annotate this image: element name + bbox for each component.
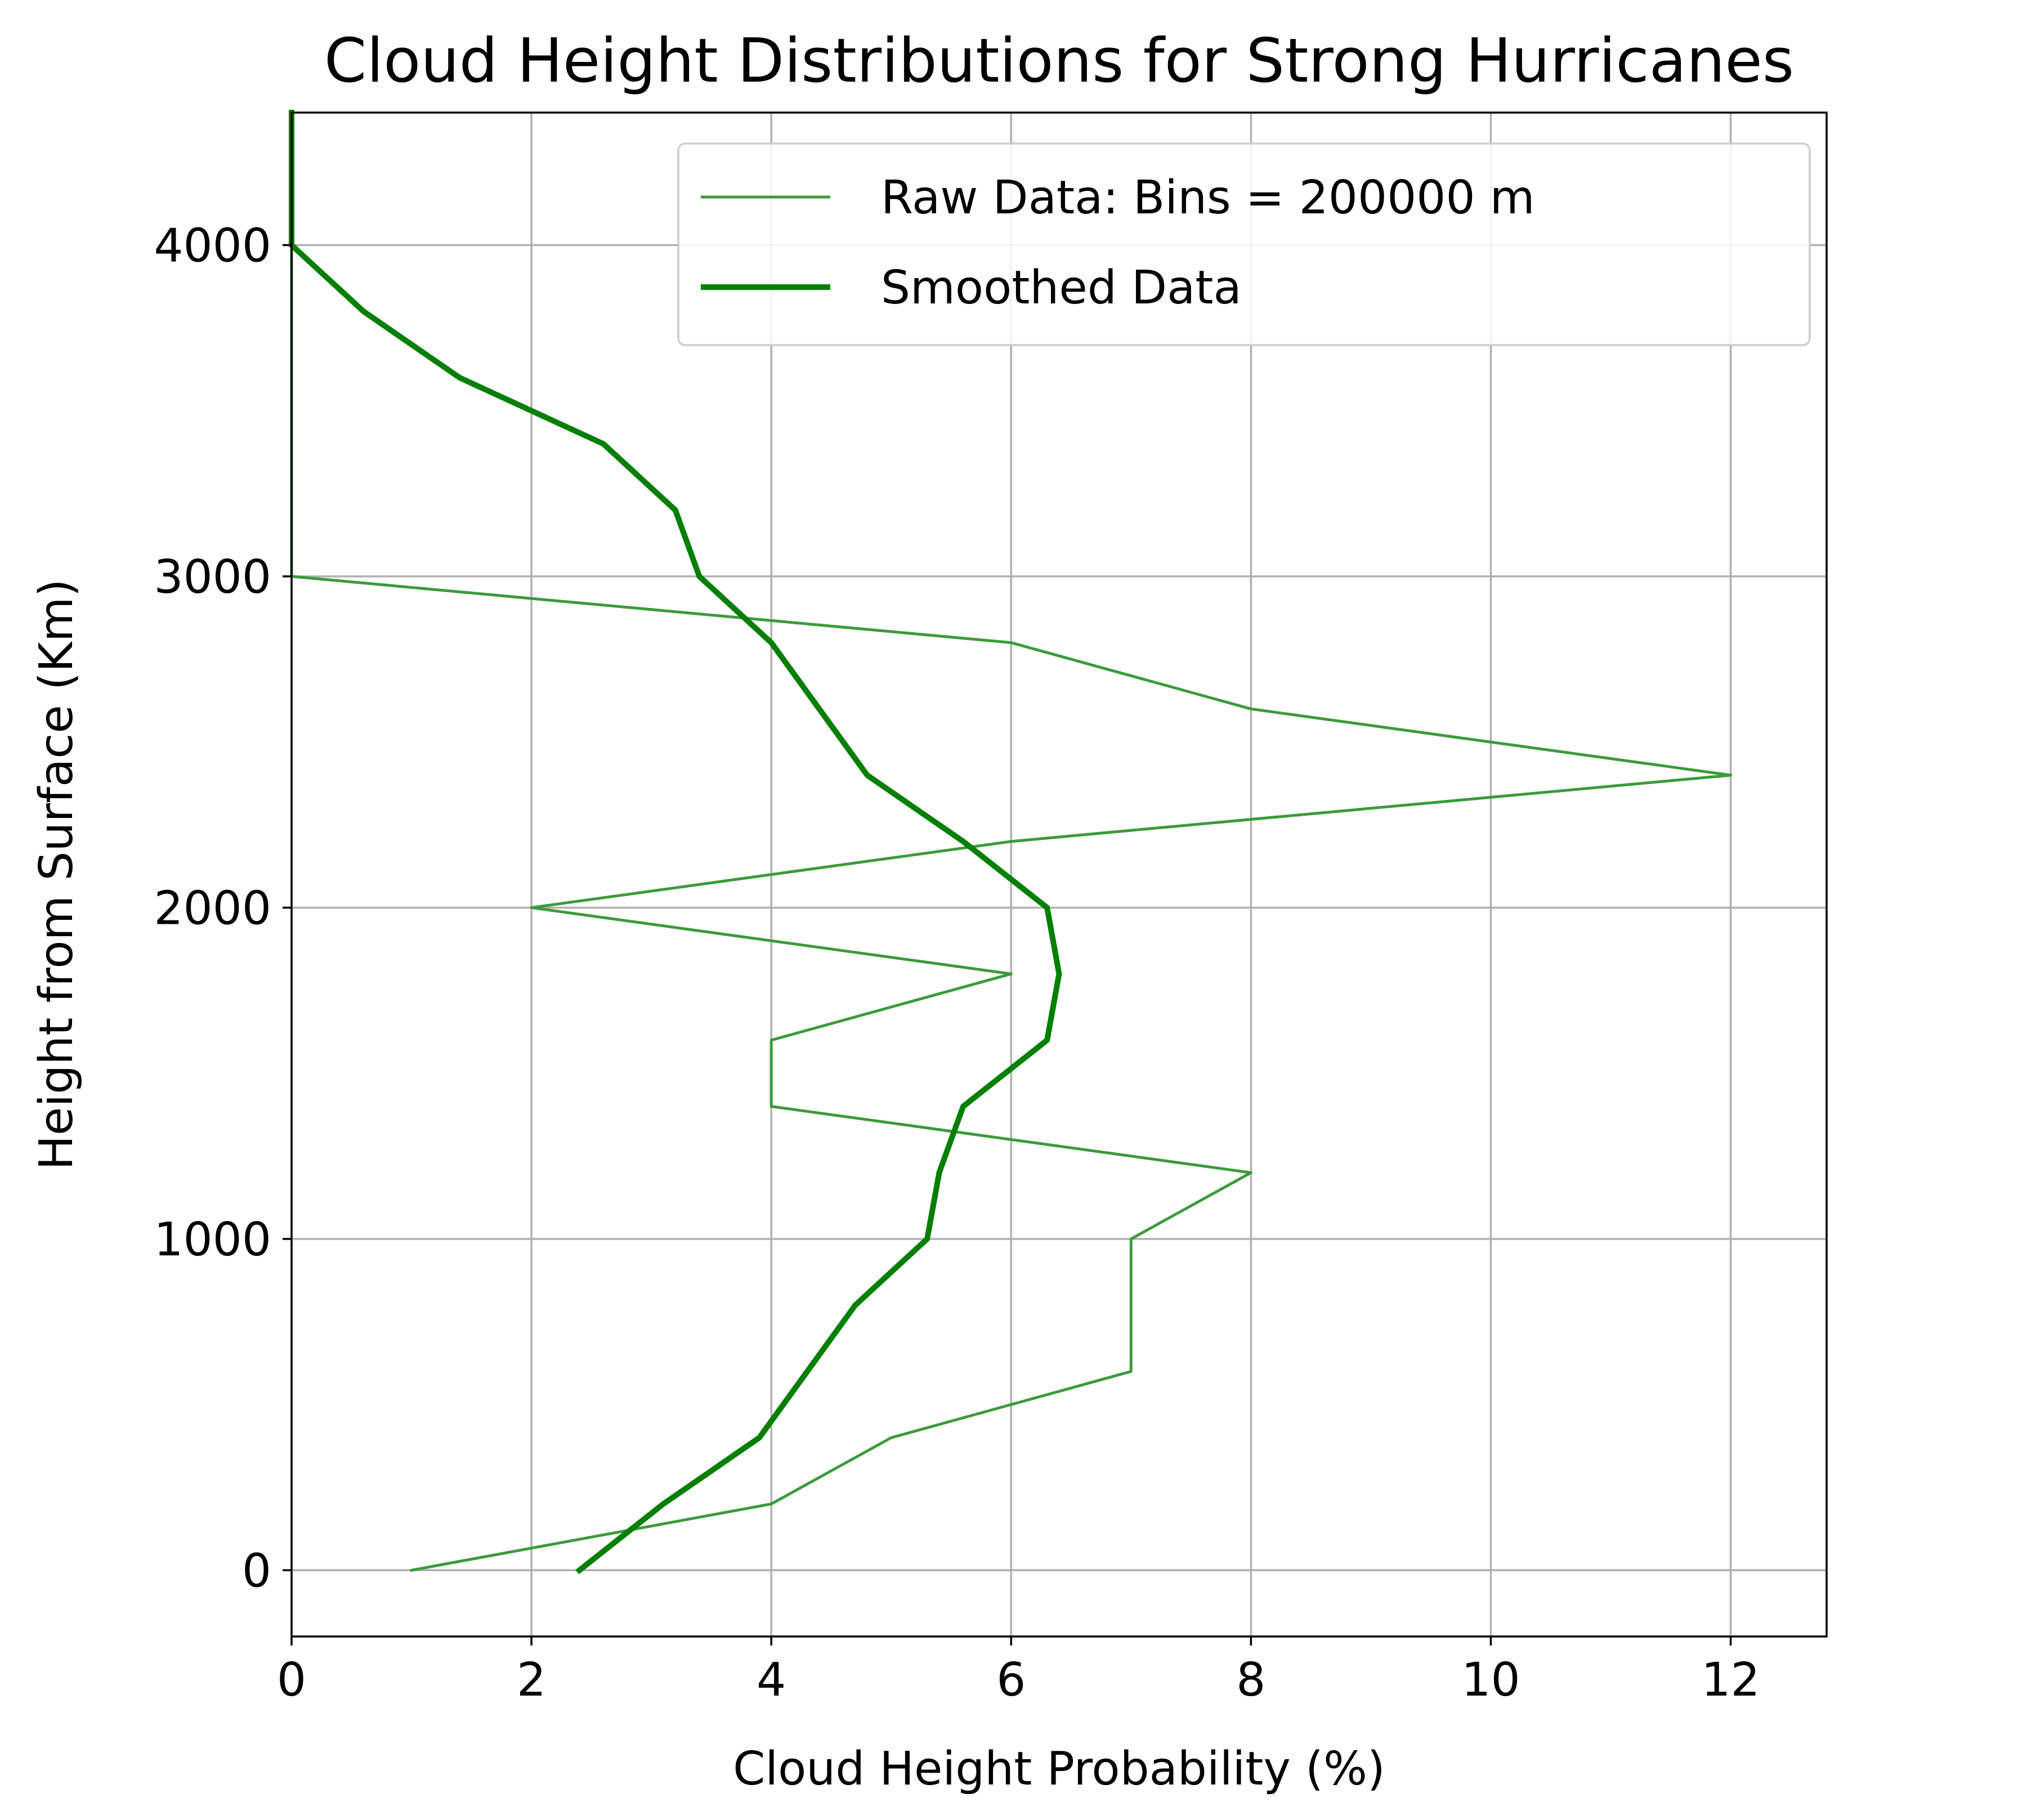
legend-label-smoothed: Smoothed Data: [881, 261, 1242, 315]
chart-title: Cloud Height Distributions for Strong Hu…: [324, 26, 1794, 96]
legend-box: [677, 142, 1811, 346]
y-axis-label: Height from Surface (Km): [30, 579, 83, 1170]
x-tick-label-12: 12: [1701, 1653, 1760, 1707]
plot-frame: [290, 111, 1828, 1638]
x-tick-label-6: 6: [996, 1653, 1026, 1707]
ticks: 0 2 4 6 8 10 12 0 1000 2000 3000 4000: [154, 219, 1760, 1707]
legend: Raw Data: Bins = 200000 m Smoothed Data: [677, 142, 1811, 346]
x-axis-label: Cloud Height Probability (%): [733, 1742, 1385, 1796]
x-tick-label-4: 4: [757, 1653, 786, 1707]
y-tick-label-4000: 4000: [154, 219, 271, 272]
y-tick-label-0: 0: [242, 1544, 271, 1598]
series-line-1: [289, 110, 1062, 1575]
y-tick-label-2000: 2000: [154, 882, 271, 935]
x-tick-label-10: 10: [1461, 1653, 1520, 1707]
y-tick-label-3000: 3000: [154, 551, 271, 604]
legend-label-raw: Raw Data: Bins = 200000 m: [881, 171, 1535, 225]
grid: [290, 113, 1827, 1636]
y-tick-label-1000: 1000: [154, 1213, 271, 1267]
x-tick-label-8: 8: [1236, 1653, 1265, 1707]
x-tick-label-2: 2: [517, 1653, 546, 1707]
x-tick-label-0: 0: [277, 1653, 306, 1707]
